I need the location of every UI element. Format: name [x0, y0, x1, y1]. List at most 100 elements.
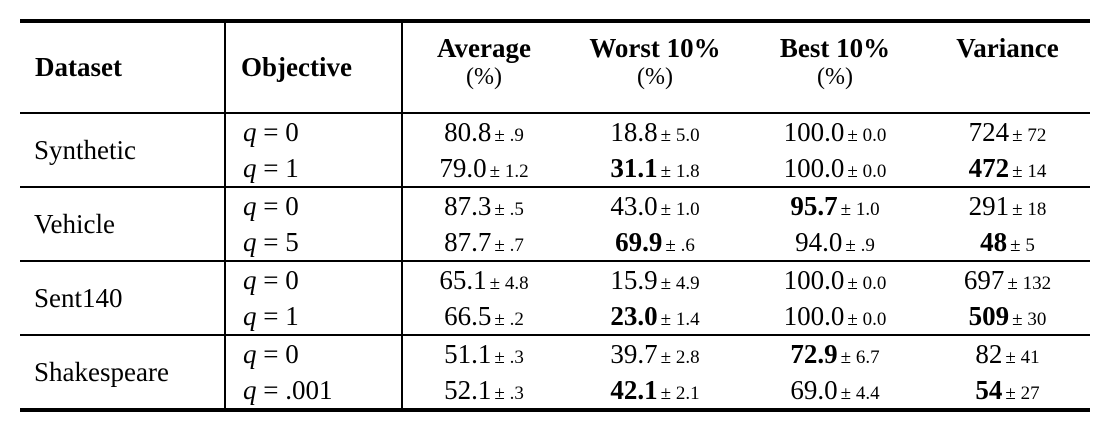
worst10-error: ± .6: [665, 234, 695, 256]
header-best10-line1: Best 10%: [779, 33, 891, 63]
objective-variable: q: [243, 374, 257, 405]
objective-equation: = 5: [263, 226, 299, 257]
variance-error: ± 30: [1012, 308, 1047, 330]
objective-variable: q: [243, 300, 257, 331]
best10-error: ± 0.0: [847, 308, 887, 330]
worst10-value: 42.1: [610, 374, 658, 405]
objective-equation: = 0: [263, 264, 299, 295]
objective-equation: = 0: [263, 338, 299, 369]
average-error: ± .3: [494, 382, 524, 404]
variance-value: 697: [963, 264, 1005, 295]
objective-variable: q: [243, 226, 257, 257]
dataset-label-vehicle: Vehicle: [20, 187, 226, 262]
objective-equation: = 1: [263, 300, 299, 331]
table-row-sent140-q1: q = 1 66.5 ± .2 23.0 ± 1.4 100.0 ± 0.0 509 ±…: [20, 298, 1090, 336]
average-cell: 79.0 ± 1.2: [402, 150, 565, 188]
best10-cell: 94.0 ± .9: [745, 224, 925, 262]
best10-cell: 95.7 ± 1.0: [745, 187, 925, 224]
average-error: ± 1.2: [489, 160, 529, 182]
variance-cell: 724 ± 72: [925, 113, 1090, 150]
average-error: ± 4.8: [489, 272, 529, 294]
best10-value: 100.0: [783, 264, 845, 295]
objective-cell: q = 5: [225, 224, 403, 262]
worst10-cell: 31.1 ± 1.8: [565, 150, 745, 188]
variance-cell: 697 ± 132: [925, 261, 1090, 298]
header-row: Dataset Objective Average (%) Worst 10% …: [20, 21, 1090, 114]
best10-error: ± 0.0: [847, 272, 887, 294]
worst10-cell: 15.9 ± 4.9: [565, 261, 745, 298]
variance-value: 54: [975, 374, 1003, 405]
best10-error: ± 0.0: [847, 124, 887, 146]
average-value: 87.7: [444, 226, 492, 257]
objective-equation: = .001: [263, 374, 333, 405]
worst10-value: 18.8: [610, 116, 658, 147]
worst10-value: 39.7: [610, 338, 658, 369]
variance-cell: 48 ± 5: [925, 224, 1090, 262]
objective-variable: q: [243, 152, 257, 183]
header-average-unit: (%): [466, 64, 502, 91]
best10-value: 100.0: [783, 300, 845, 331]
worst10-error: ± 2.1: [660, 382, 700, 404]
objective-cell: q = 0: [225, 261, 403, 298]
header-best10-unit: (%): [817, 64, 853, 91]
best10-value: 100.0: [783, 116, 845, 147]
objective-equation: = 1: [263, 152, 299, 183]
average-value: 79.0: [439, 152, 487, 183]
best10-cell: 100.0 ± 0.0: [745, 298, 925, 336]
best10-cell: 100.0 ± 0.0: [745, 261, 925, 298]
worst10-error: ± 1.8: [660, 160, 700, 182]
average-cell: 87.3 ± .5: [402, 187, 565, 224]
header-best10: Best 10% (%): [745, 21, 925, 114]
average-value: 87.3: [444, 190, 492, 221]
variance-cell: 509 ± 30: [925, 298, 1090, 336]
header-average-line1: Average: [437, 33, 531, 63]
table-row-shakespeare-q001: q = .001 52.1 ± .3 42.1 ± 2.1 69.0 ± 4.4 54…: [20, 372, 1090, 410]
variance-value: 724: [968, 116, 1010, 147]
average-error: ± .3: [494, 346, 524, 368]
objective-equation: = 0: [263, 116, 299, 147]
header-objective: Objective: [225, 21, 403, 114]
header-variance-line1: Variance: [956, 33, 1059, 63]
worst10-value: 43.0: [610, 190, 658, 221]
table-row-vehicle-q5: q = 5 87.7 ± .7 69.9 ± .6 94.0 ± .9 48 ± 5: [20, 224, 1090, 262]
average-error: ± .5: [494, 198, 524, 220]
best10-error: ± 4.4: [840, 382, 880, 404]
table-row-sent140-q0: Sent140 q = 0 65.1 ± 4.8 15.9 ± 4.9 100.0 ±…: [20, 261, 1090, 336]
best10-error: ± 1.0: [840, 198, 880, 220]
table-body: Synthetic q = 0 80.8 ± .9 18.8 ± 5.0 100.0…: [20, 113, 1090, 411]
variance-value: 82: [975, 338, 1003, 369]
best10-value: 94.0: [795, 226, 843, 257]
variance-error: ± 41: [1005, 346, 1040, 368]
best10-value: 72.9: [790, 338, 838, 369]
worst10-error: ± 1.0: [660, 198, 700, 220]
average-cell: 51.1 ± .3: [402, 335, 565, 372]
variance-cell: 472 ± 14: [925, 150, 1090, 188]
best10-cell: 69.0 ± 4.4: [745, 372, 925, 410]
worst10-cell: 39.7 ± 2.8: [565, 335, 745, 372]
worst10-error: ± 4.9: [660, 272, 700, 294]
objective-variable: q: [243, 264, 257, 295]
variance-value: 291: [968, 190, 1010, 221]
variance-cell: 291 ± 18: [925, 187, 1090, 224]
variance-error: ± 5: [1010, 234, 1035, 256]
header-worst10-line1: Worst 10%: [589, 33, 721, 63]
average-error: ± .7: [494, 234, 524, 256]
average-cell: 52.1 ± .3: [402, 372, 565, 410]
table-row-shakespeare-q0: Shakespeare q = 0 51.1 ± .3 39.7 ± 2.8 72.…: [20, 335, 1090, 411]
header-worst10: Worst 10% (%): [565, 21, 745, 114]
objective-variable: q: [243, 190, 257, 221]
table-row-synthetic-q0: Synthetic q = 0 80.8 ± .9 18.8 ± 5.0 100.0…: [20, 113, 1090, 188]
worst10-cell: 18.8 ± 5.0: [565, 113, 745, 150]
average-value: 66.5: [444, 300, 492, 331]
variance-error: ± 18: [1012, 198, 1047, 220]
average-cell: 66.5 ± .2: [402, 298, 565, 336]
variance-error: ± 72: [1012, 124, 1047, 146]
worst10-value: 69.9: [615, 226, 663, 257]
table-header: Dataset Objective Average (%) Worst 10% …: [20, 21, 1090, 114]
worst10-cell: 42.1 ± 2.1: [565, 372, 745, 410]
dataset-label-sent140: Sent140: [20, 261, 226, 336]
average-error: ± .2: [494, 308, 524, 330]
header-average: Average (%): [402, 21, 565, 114]
variance-cell: 82 ± 41: [925, 335, 1090, 372]
worst10-error: ± 2.8: [660, 346, 700, 368]
